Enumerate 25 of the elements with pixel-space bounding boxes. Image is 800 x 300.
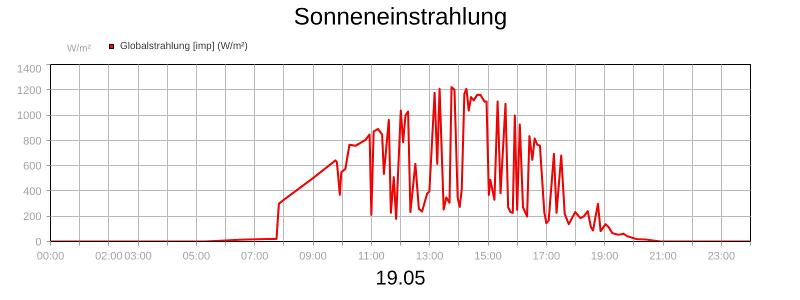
y-axis-title: W/m²: [66, 44, 92, 54]
y-tick-label: 200: [23, 211, 42, 224]
x-tick-label: 03:00: [124, 250, 152, 262]
x-tick-label: 05:00: [182, 250, 210, 262]
x-tick-label: 21:00: [649, 250, 677, 262]
y-tick-label: 1000: [17, 110, 42, 122]
x-tick-label: 02:00: [95, 250, 123, 262]
x-tick-label: 13:00: [416, 250, 444, 262]
y-tick-label: 400: [23, 186, 42, 198]
x-tick-label: 00:00: [36, 250, 64, 262]
y-tick-label: 1400: [17, 64, 42, 76]
y-tick-label: 600: [23, 160, 42, 173]
x-tick-label: 07:00: [240, 250, 268, 262]
chart-title: Sonneneinstrahlung: [294, 4, 508, 30]
x-axis-title: 19.05: [375, 268, 426, 290]
x-tick-label: 09:00: [299, 250, 327, 262]
legend-label: Globalstrahlung [imp] (W/m²): [120, 40, 248, 52]
y-tick-label: 800: [23, 135, 42, 148]
x-tick-label: 19:00: [590, 250, 618, 262]
y-tick-label: 1200: [17, 84, 42, 97]
x-tick-label: 11:00: [358, 250, 385, 262]
x-tick-label: 17:00: [532, 250, 560, 262]
y-tick-label: 0: [35, 236, 42, 248]
x-tick-label: 15:00: [474, 250, 502, 262]
x-tick-label: 23:00: [708, 250, 736, 262]
